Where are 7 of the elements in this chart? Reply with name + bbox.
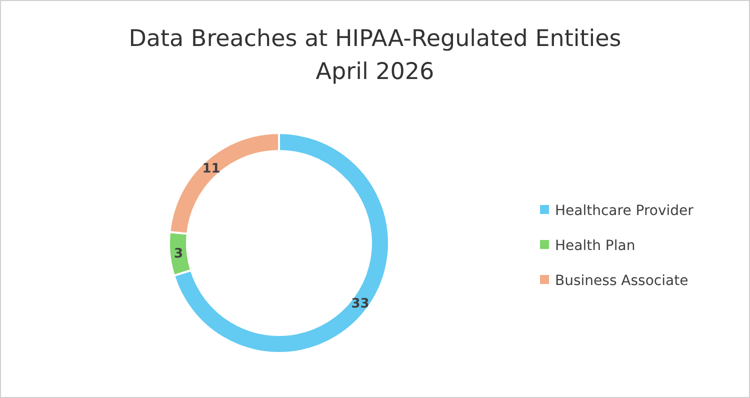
chart-title: Data Breaches at HIPAA-Regulated Entities April 2026 (128, 26, 622, 85)
data-label: 11 (202, 162, 220, 177)
legend-label: Business Associate (555, 272, 688, 289)
legend-label: Health Plan (555, 238, 636, 254)
legend-label: Healthcare Provider (555, 202, 694, 219)
data-label: 3 (174, 246, 184, 262)
data-label: 33 (351, 296, 370, 312)
